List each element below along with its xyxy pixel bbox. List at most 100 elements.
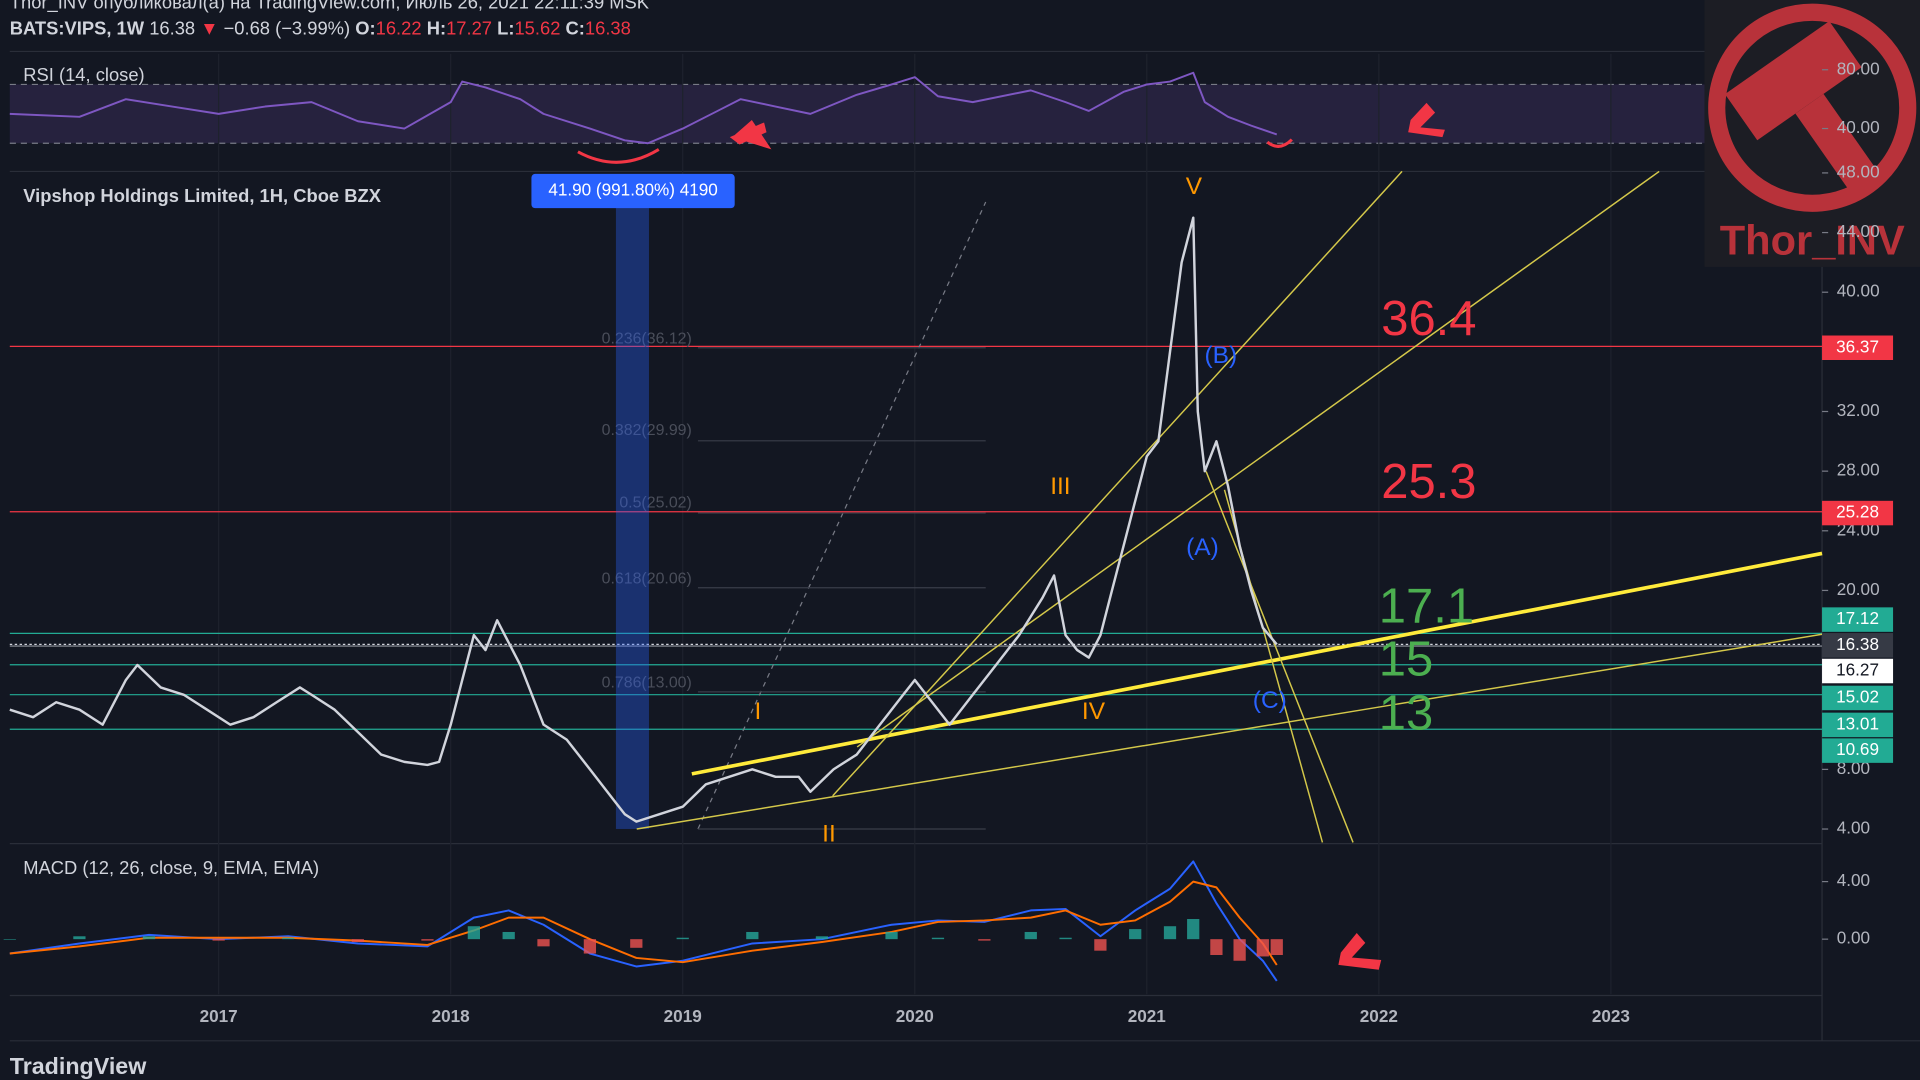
watermark-text: Thor_INV <box>1720 217 1905 264</box>
histogram-bar <box>630 939 643 948</box>
price-level-label: 16.38 <box>1836 634 1879 654</box>
measure-range <box>615 202 649 829</box>
histogram-bar <box>212 939 225 941</box>
y-tick-label: 4.00 <box>1837 870 1870 890</box>
x-tick-label: 2023 <box>1592 1006 1630 1026</box>
histogram-bar <box>1270 939 1283 955</box>
x-tick-label: 2017 <box>200 1006 238 1026</box>
annotation: 25.3 <box>1381 455 1476 509</box>
fib-label: 0.618(20.06) <box>602 570 692 587</box>
price-level-label: 25.28 <box>1836 502 1879 522</box>
price-level-label: 15.02 <box>1836 686 1879 706</box>
panel-title: MACD (12, 26, close, 9, EMA, EMA) <box>23 857 319 878</box>
ohlc-label: H: <box>427 17 446 38</box>
histogram-bar <box>1233 939 1246 961</box>
hammer-handle <box>1795 93 1879 192</box>
annotation: 36.4 <box>1381 292 1476 346</box>
histogram-bar <box>1163 926 1177 940</box>
series-line <box>9 216 1278 823</box>
watermark: Thor_INV <box>1704 0 1920 267</box>
price-level-label: 16.27 <box>1836 660 1879 680</box>
histogram-bar <box>3 939 16 940</box>
wave-label: (C) <box>1253 687 1287 714</box>
histogram-bar <box>1129 929 1142 940</box>
annotation: 17.1 <box>1379 580 1474 634</box>
histogram-bar <box>351 939 364 943</box>
price-level-box <box>1822 685 1894 711</box>
histogram-bar <box>1187 919 1200 940</box>
x-tick-label: 2021 <box>1128 1006 1167 1026</box>
trend-line <box>636 633 1823 830</box>
wave-label: (B) <box>1205 342 1238 369</box>
histogram-bar <box>421 939 434 941</box>
last-price: 16.38 <box>149 17 195 38</box>
y-tick-label: 8.00 <box>1837 758 1870 778</box>
price-level-label: 17.12 <box>1836 608 1879 628</box>
series-line <box>9 71 1278 145</box>
trend-line <box>1205 471 1354 843</box>
highlight-arc <box>577 148 660 164</box>
price-level-label: 10.69 <box>1836 739 1879 759</box>
histogram-bar <box>583 939 597 954</box>
y-tick-label: 80.00 <box>1837 58 1880 78</box>
watermark-ring <box>1708 3 1917 212</box>
x-tick-label: 2022 <box>1360 1006 1398 1026</box>
watermark-hammer <box>1724 21 1879 192</box>
y-tick-label: 4.00 <box>1837 818 1870 838</box>
wave-label: (A) <box>1186 534 1219 561</box>
histogram-bar <box>676 937 689 940</box>
panel-title: RSI (14, close) <box>23 64 144 85</box>
wave-label: II <box>822 821 836 848</box>
price-level-label: 36.37 <box>1836 336 1879 356</box>
ohlc-label: O: <box>355 17 375 38</box>
panel-title: Vipshop Holdings Limited, 1H, Cboe BZX <box>23 185 381 206</box>
histogram-bar <box>746 931 759 940</box>
trend-line <box>856 170 1660 748</box>
hammer-head <box>1724 21 1862 141</box>
ohlc-label: C: <box>566 17 585 38</box>
annotation: 15 <box>1379 632 1433 686</box>
histogram-bar <box>1210 939 1223 955</box>
y-tick-label: 20.00 <box>1837 579 1880 599</box>
histogram-bar <box>73 936 86 940</box>
histogram-bar <box>1024 931 1037 940</box>
histogram-bar <box>931 937 945 940</box>
fib-label: 0.5(25.02) <box>619 494 692 511</box>
x-tick-label: 2020 <box>896 1006 934 1026</box>
y-tick-label: 28.00 <box>1837 460 1880 480</box>
x-tick-label: 2019 <box>664 1006 702 1026</box>
fib-label: 0.382(29.99) <box>602 422 692 439</box>
symbol-line: BATS:VIPS, 1W 16.38 ▼ −0.68 (−3.99%) O: 1… <box>10 17 631 38</box>
histogram-bar <box>282 937 295 940</box>
histogram-bar <box>1094 939 1107 951</box>
histogram-bar <box>467 926 481 940</box>
histogram-bar <box>1256 939 1269 957</box>
price-level-box <box>1822 712 1894 738</box>
histogram-bar <box>142 936 156 940</box>
footer-brand: TradingView <box>10 1053 147 1079</box>
symbol: BATS:VIPS, 1W <box>10 17 145 38</box>
annotation: 13 <box>1379 686 1433 740</box>
red-arrow <box>729 120 772 150</box>
change: −0.68 (−3.99%) <box>224 17 351 38</box>
x-tick-label: 2018 <box>432 1006 470 1026</box>
grid-layer: 0.236(36.12) 0.382(29.99) 0.5(25.02) 0.618(… <box>9 53 1823 995</box>
price-level-box <box>1822 335 1894 360</box>
highlight-arc <box>1266 138 1293 148</box>
trend-line <box>691 551 1823 776</box>
series-line <box>9 880 1278 966</box>
direction: ▼ <box>200 17 218 38</box>
price-level-box <box>1822 633 1894 658</box>
band-fill <box>9 84 1823 144</box>
histogram-bar <box>885 931 898 940</box>
y-tick-label: 32.00 <box>1837 400 1880 420</box>
red-arrow <box>1338 933 1382 970</box>
fib-label: 0.786(13.00) <box>602 674 692 691</box>
histogram-bar <box>978 939 991 941</box>
histogram-bar <box>502 931 515 940</box>
ohlc-value: 17.27 <box>446 17 492 38</box>
price-level-box <box>1822 500 1894 526</box>
ohlc-value: 16.38 <box>585 17 631 38</box>
drawings: 41.90 (991.80%) 4190 <box>531 102 1823 970</box>
